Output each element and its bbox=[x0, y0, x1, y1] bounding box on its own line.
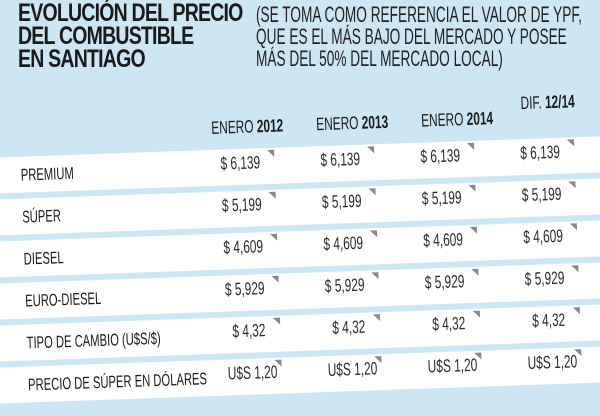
trend-arrow-icon bbox=[466, 142, 475, 151]
subtitle-line: MÁS DEL 50% DEL MERCADO LOCAL) bbox=[256, 46, 503, 71]
cell-value: $ 4,32 bbox=[232, 320, 266, 342]
trend-arrow-icon bbox=[472, 310, 481, 318]
cell-value: $ 6,139 bbox=[220, 152, 261, 174]
cell-value: $ 6,139 bbox=[320, 148, 361, 171]
title-line: DEL COMBUSTIBLE bbox=[18, 22, 194, 50]
cell-value: $ 5,199 bbox=[321, 190, 362, 213]
row-label: PRECIO DE SÚPER EN DÓLARES bbox=[27, 369, 208, 395]
trend-arrow-icon bbox=[268, 191, 276, 199]
trend-arrow-icon bbox=[274, 359, 282, 367]
title-line: EVOLUCIÓN DEL PRECIO bbox=[18, 0, 243, 27]
trend-arrow-icon bbox=[566, 139, 575, 147]
cell-value: U$S 1,20 bbox=[327, 358, 378, 381]
cell-value: U$S 1,20 bbox=[227, 361, 278, 384]
cell-value: U$S 1,20 bbox=[527, 351, 578, 374]
trend-arrow-icon bbox=[374, 356, 382, 364]
cell-value: $ 6,139 bbox=[420, 145, 461, 167]
row-label: PREMIUM bbox=[20, 163, 75, 185]
cell-value: $ 6,139 bbox=[519, 141, 561, 164]
trend-arrow-icon bbox=[569, 223, 578, 231]
trend-arrow-icon bbox=[371, 272, 379, 280]
trend-arrow-icon bbox=[366, 146, 375, 154]
trend-arrow-icon bbox=[471, 268, 479, 276]
cell-value: $ 5,199 bbox=[421, 187, 462, 209]
cell-value: $ 4,609 bbox=[323, 232, 364, 255]
trend-arrow-icon bbox=[272, 317, 281, 325]
column-header-dif: DIF. 12/14 bbox=[520, 91, 576, 114]
trend-arrow-icon bbox=[368, 188, 376, 196]
column-header-2014: ENERO 2014 bbox=[420, 108, 494, 131]
trend-arrow-icon bbox=[468, 184, 476, 193]
subtitle-line: QUE ES EL MÁS BAJO DEL MERCADO Y POSEE bbox=[256, 24, 567, 49]
subtitle-line: (SE TOMA COMO REFERENCIA EL VALOR DE YPF… bbox=[256, 2, 582, 27]
cell-value: $ 5,199 bbox=[521, 183, 562, 206]
cell-value: $ 5,929 bbox=[224, 278, 265, 300]
trend-arrow-icon bbox=[571, 265, 579, 273]
trend-arrow-icon bbox=[572, 307, 580, 315]
cell-value: $ 4,609 bbox=[223, 236, 264, 258]
trend-arrow-icon bbox=[574, 349, 582, 357]
cell-value: $ 5,929 bbox=[424, 271, 465, 293]
title-line: EN SANTIAGO bbox=[18, 45, 146, 73]
row-label: TIPO DE CAMBIO (U$S/$) bbox=[26, 328, 161, 353]
cell-value: $ 4,32 bbox=[531, 309, 566, 331]
cell-value: $ 4,609 bbox=[422, 229, 464, 251]
trend-arrow-icon bbox=[267, 149, 275, 158]
page-title: EVOLUCIÓN DEL PRECIO DEL COMBUSTIBLE EN … bbox=[18, 0, 243, 73]
trend-arrow-icon bbox=[568, 181, 576, 189]
trend-arrow-icon bbox=[469, 226, 478, 234]
column-header-2013: ENERO 2013 bbox=[315, 111, 389, 135]
cell-value: U$S 1,20 bbox=[427, 354, 478, 377]
cell-value: $ 4,32 bbox=[331, 316, 366, 338]
trend-arrow-icon bbox=[369, 230, 378, 238]
row-label: SÚPER bbox=[21, 206, 62, 227]
trend-arrow-icon bbox=[372, 314, 381, 322]
trend-arrow-icon bbox=[269, 233, 278, 241]
row-label: EURO-DIESEL bbox=[24, 288, 102, 311]
cell-value: $ 5,199 bbox=[221, 194, 262, 216]
cell-value: $ 4,32 bbox=[431, 313, 466, 335]
cell-value: $ 5,929 bbox=[324, 274, 365, 297]
column-header-2012: ENERO 2012 bbox=[210, 115, 284, 138]
trend-arrow-icon bbox=[271, 275, 279, 283]
row-label: DIESEL bbox=[23, 248, 64, 269]
price-table: ENERO 2012 ENERO 2013 ENERO 2014 DIF. 12… bbox=[0, 73, 600, 416]
subtitle: (SE TOMA COMO REFERENCIA EL VALOR DE YPF… bbox=[256, 4, 582, 70]
trend-arrow-icon bbox=[474, 352, 482, 360]
cell-value: $ 4,609 bbox=[522, 225, 564, 248]
cell-value: $ 5,929 bbox=[524, 267, 565, 290]
